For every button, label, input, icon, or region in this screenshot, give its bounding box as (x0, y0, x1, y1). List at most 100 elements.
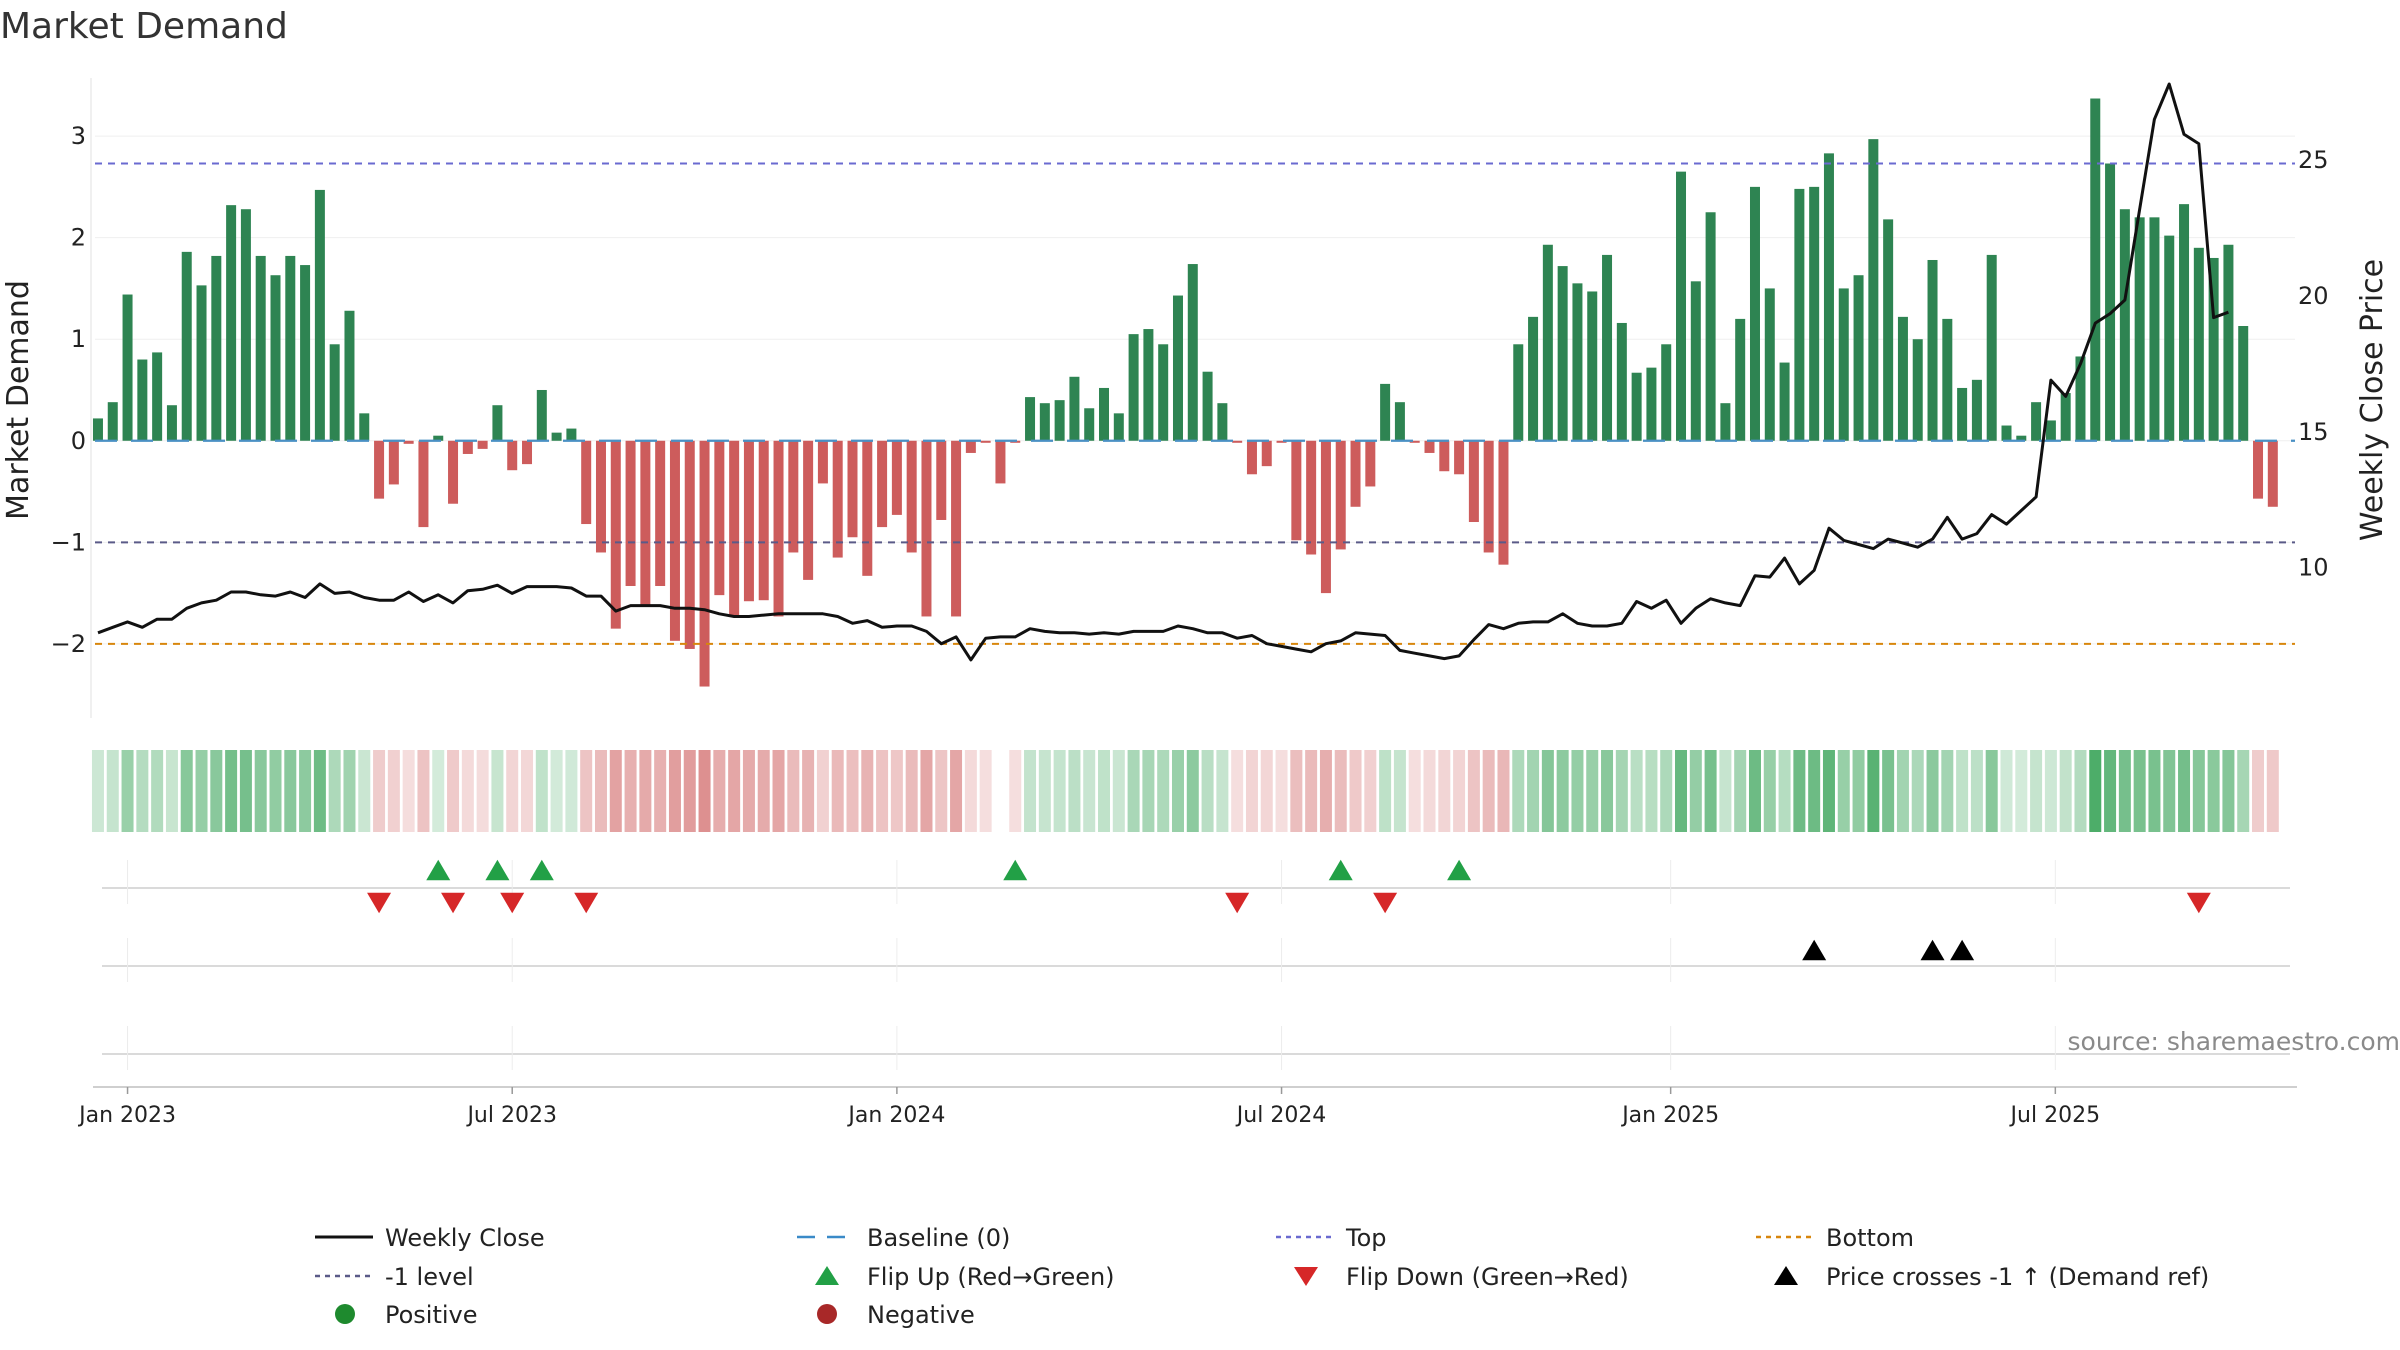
demand-strip-cell (373, 750, 386, 832)
demand-bar (1350, 440, 1361, 507)
demand-bar (2134, 217, 2145, 441)
demand-bar (1454, 440, 1465, 475)
demand-bar (477, 440, 488, 449)
demand-strip-cell (284, 750, 297, 832)
demand-strip-cell (2266, 750, 2279, 832)
demand-bar (1572, 283, 1583, 441)
legend-label: Bottom (1826, 1224, 1914, 1252)
legend-label: Flip Down (Green→Red) (1346, 1263, 1629, 1291)
demand-bar (1276, 440, 1287, 443)
demand-bar (1720, 403, 1731, 441)
demand-strip-cell (136, 750, 149, 832)
demand-strip-cell (180, 750, 193, 832)
demand-bar (951, 440, 962, 617)
flip-up-marker (426, 859, 451, 881)
demand-strip-cell (2222, 750, 2235, 832)
legend-swatch-circle (817, 1304, 837, 1324)
demand-strip-cell (1808, 750, 1821, 832)
demand-strip-cell (950, 750, 963, 832)
price-line-layer (97, 82, 2229, 662)
flip-down-marker (500, 892, 525, 914)
demand-strip-cell (1482, 750, 1495, 832)
flip-down-marker (574, 892, 599, 914)
demand-strip-cell (2044, 750, 2057, 832)
demand-bar (1809, 186, 1820, 441)
demand-bar (1320, 440, 1331, 594)
demand-strip-cell (151, 750, 164, 832)
legend-swatch-triangle-up (815, 1266, 839, 1285)
demand-strip-cell (1985, 750, 1998, 832)
demand-strip-cell (2133, 750, 2146, 832)
flip-up-marker (529, 859, 554, 881)
demand-strip-cell (491, 750, 504, 832)
legend-item: Negative (817, 1301, 975, 1329)
demand-bar (640, 440, 651, 606)
demand-bar (1794, 188, 1805, 441)
demand-strip-cell (594, 750, 607, 832)
demand-strip-cell (476, 750, 489, 832)
demand-strip-cell (1497, 750, 1510, 832)
demand-strip-cell (1630, 750, 1643, 832)
demand-bar (2238, 326, 2249, 441)
price-cross-marker (1950, 939, 1975, 961)
demand-strip-cell (816, 750, 829, 832)
demand-bar (1528, 316, 1539, 441)
demand-strip-cell (1867, 750, 1880, 832)
demand-bar (270, 275, 281, 441)
y-axis-label: Market Demand (1, 280, 36, 520)
demand-strip-cell (1778, 750, 1791, 832)
demand-strip-cell (1157, 750, 1170, 832)
y2-axis-label: Weekly Close Price (2355, 259, 2390, 541)
legend-label: Weekly Close (385, 1224, 545, 1252)
demand-strip-cell (876, 750, 889, 832)
demand-bar (1646, 367, 1657, 441)
demand-bar (625, 440, 636, 586)
flip-up-marker (485, 859, 510, 881)
demand-bar (817, 440, 828, 484)
demand-bar (1054, 400, 1065, 441)
demand-strip-cell (1467, 750, 1480, 832)
demand-strip-cell (461, 750, 474, 832)
demand-strip-cell (861, 750, 874, 832)
x-tick-label: Jan 2025 (1620, 1103, 1719, 1128)
demand-strip-cell (1556, 750, 1569, 832)
demand-strip-cell (624, 750, 637, 832)
legend-item: Weekly Close (315, 1224, 545, 1252)
y-tick-label: 3 (71, 122, 86, 150)
demand-strip-cell (2118, 750, 2131, 832)
demand-bar (965, 440, 976, 453)
demand-bar (492, 405, 503, 441)
demand-strip-cell (1512, 750, 1525, 832)
flip-down-marker (2186, 892, 2211, 914)
demand-bar (2075, 356, 2086, 441)
legend-item: Bottom (1756, 1224, 1914, 1252)
demand-strip-cell (1941, 750, 1954, 832)
demand-strip-cell (1763, 750, 1776, 832)
demand-bar (1764, 288, 1775, 441)
y-tick-label: 0 (71, 427, 86, 455)
demand-bar (877, 440, 888, 528)
legend-item: Top (1276, 1224, 1387, 1252)
demand-bar (1468, 440, 1479, 523)
source-credit: source: sharemaestro.com (2068, 1027, 2400, 1056)
demand-bar (433, 435, 444, 441)
legend-label: Positive (385, 1301, 478, 1329)
legend-label: Negative (867, 1301, 975, 1329)
bar-layer (92, 98, 2278, 687)
demand-strip-cell (1837, 750, 1850, 832)
demand-bar (1986, 254, 1997, 441)
demand-bar (581, 440, 592, 525)
legend-label: Baseline (0) (867, 1224, 1010, 1252)
demand-strip-cell (1882, 750, 1895, 832)
flip-up-marker (1447, 859, 1472, 881)
demand-bar (1616, 322, 1627, 441)
demand-bar (729, 440, 740, 616)
demand-strip-cell (1393, 750, 1406, 832)
demand-bar (2149, 217, 2160, 441)
demand-strip-cell (1260, 750, 1273, 832)
demand-bar (1676, 171, 1687, 441)
demand-bar (921, 440, 932, 617)
demand-bar (1128, 334, 1139, 441)
